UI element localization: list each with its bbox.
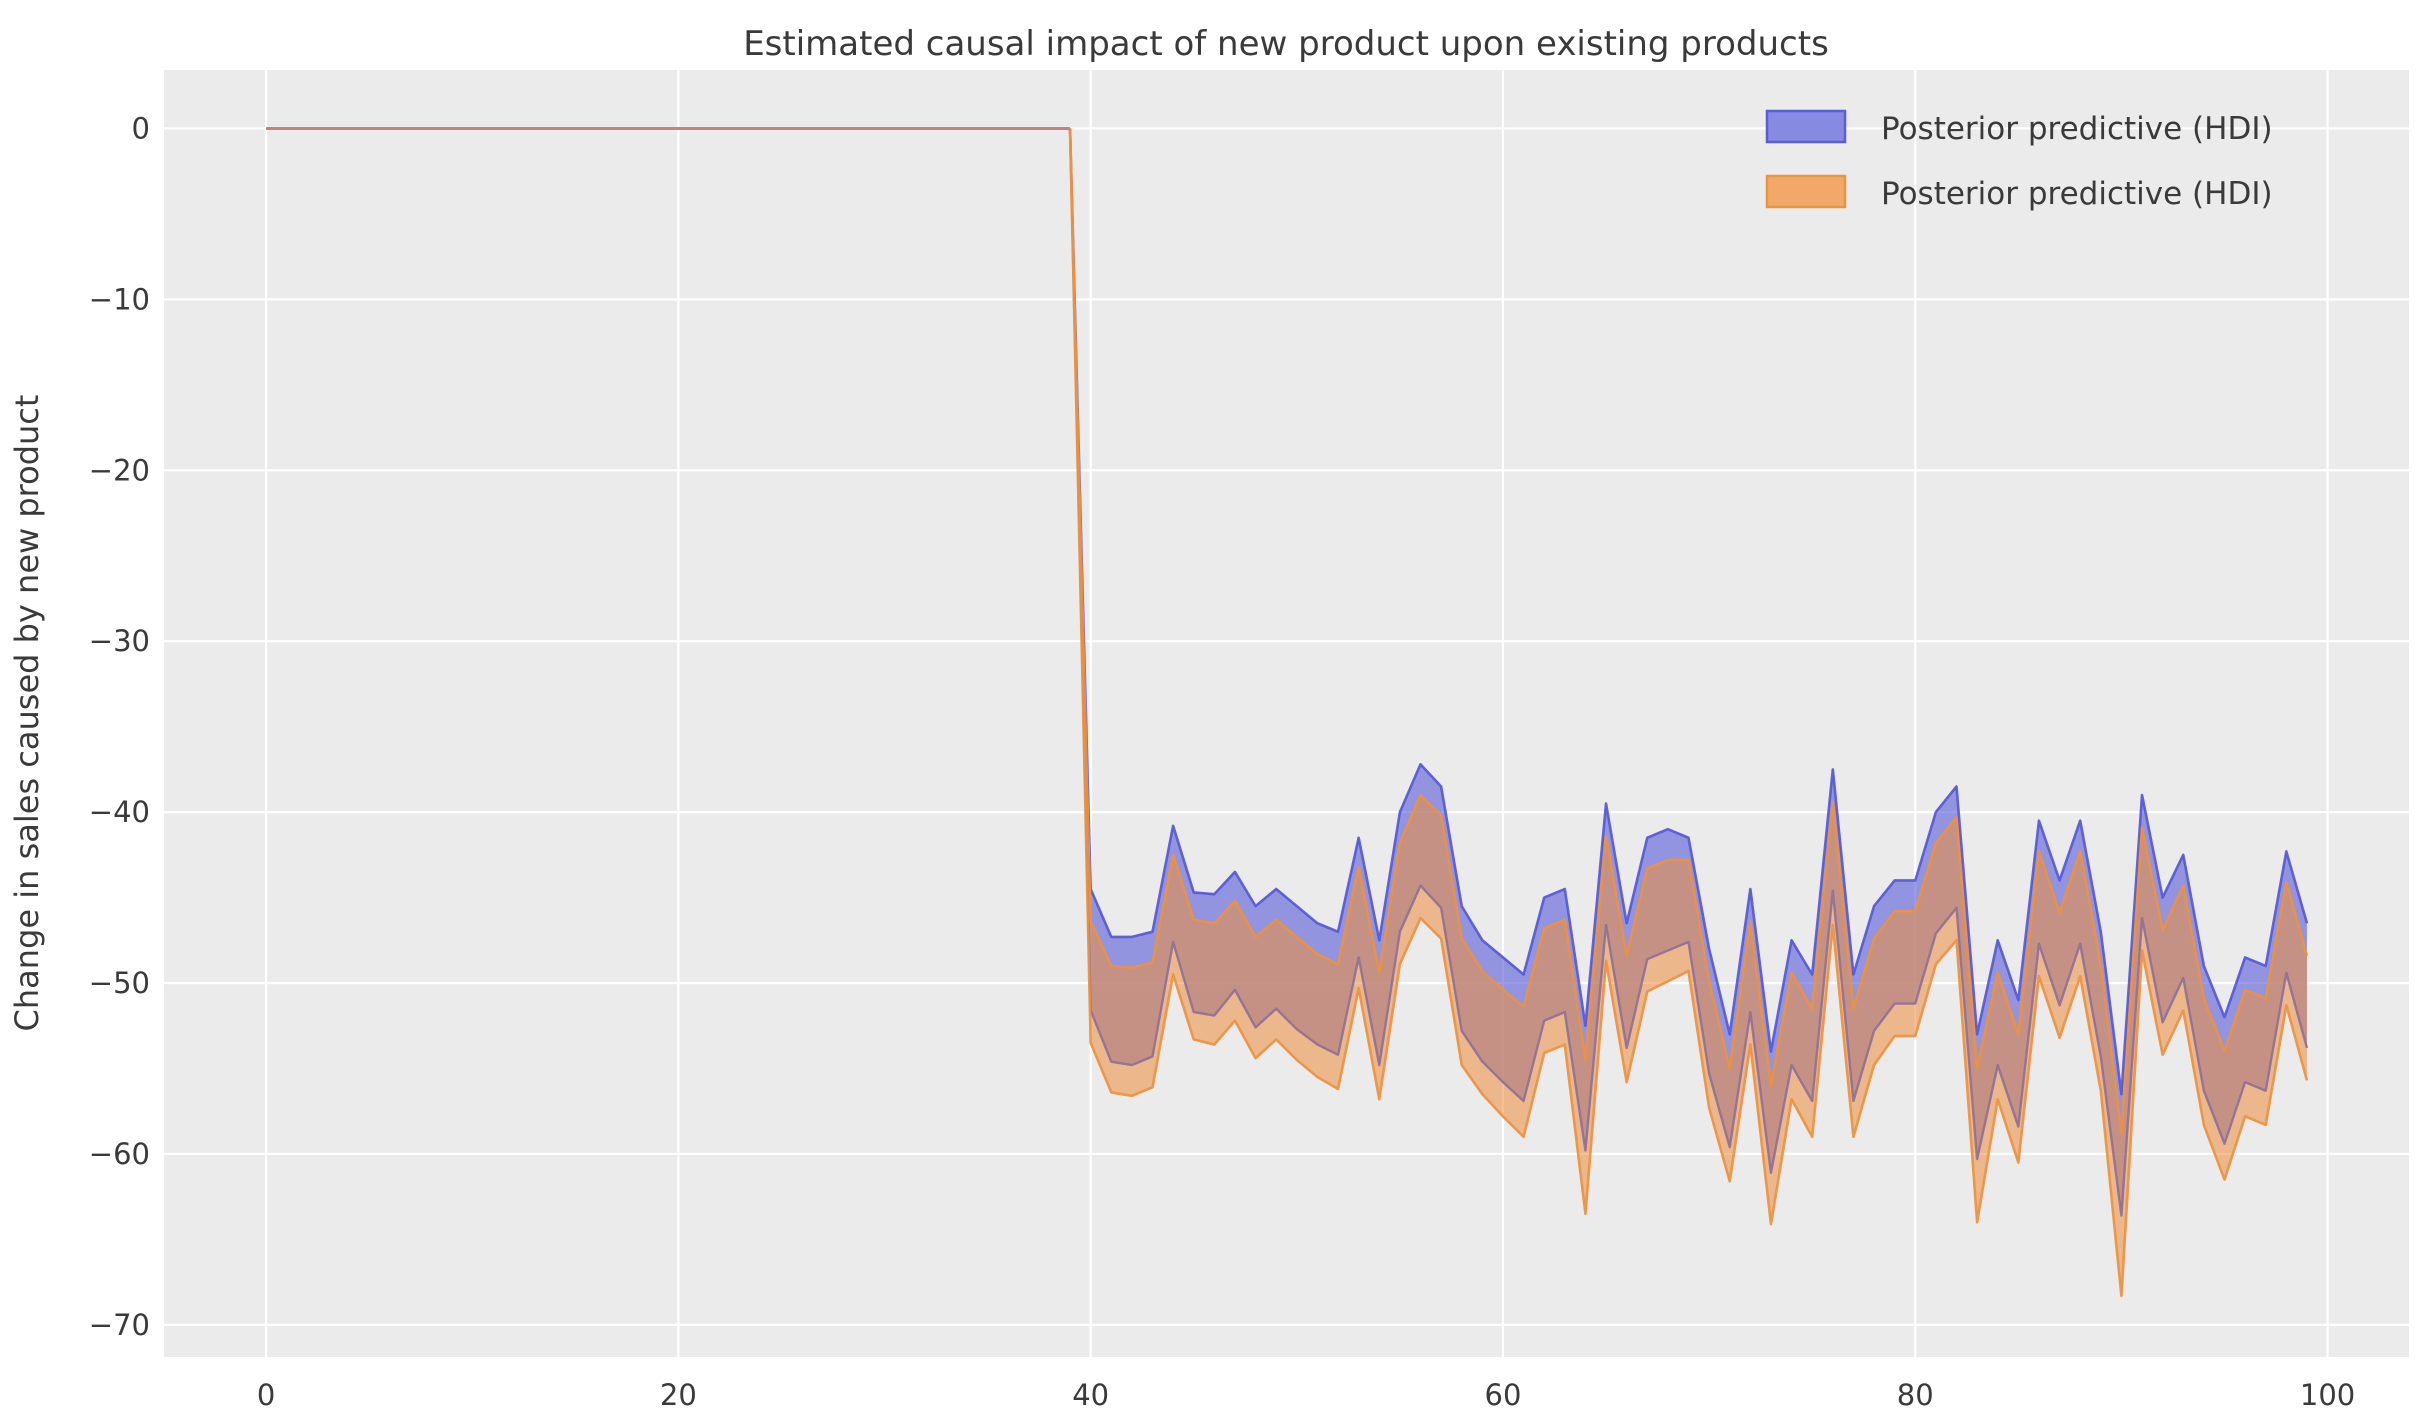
orange-band-lower-edge [1068, 128, 2309, 1298]
svg-text:−20: −20 [89, 453, 150, 487]
svg-text:−60: −60 [89, 1137, 150, 1171]
svg-text:40: 40 [1072, 1378, 1109, 1412]
chart-title: Estimated causal impact of new product u… [743, 24, 1829, 64]
svg-text:0: 0 [257, 1378, 275, 1412]
x-axis-tick-labels: 0 20 40 60 80 100 [257, 1378, 2355, 1412]
svg-text:−10: −10 [89, 282, 150, 316]
svg-text:80: 80 [1897, 1378, 1934, 1412]
y-axis-tick-labels: 0 −10 −20 −30 −40 −50 −60 −70 [89, 111, 150, 1341]
svg-text:−70: −70 [89, 1308, 150, 1342]
svg-text:20: 20 [660, 1378, 697, 1412]
legend-label-blue: Posterior predictive (HDI) [1881, 111, 2273, 147]
legend-label-orange: Posterior predictive (HDI) [1881, 176, 2273, 212]
orange-band-upper-edge [1068, 128, 2309, 1135]
svg-text:60: 60 [1485, 1378, 1522, 1412]
hdi-band-edges [1068, 128, 2309, 1298]
svg-text:0: 0 [132, 111, 150, 145]
svg-text:−40: −40 [89, 795, 150, 829]
svg-text:−30: −30 [89, 624, 150, 658]
plot-area [164, 70, 2409, 1357]
blue-band-lower-edge [1068, 128, 2309, 1217]
blue-band-upper-edge [1068, 128, 2309, 1096]
y-axis-label: Change in sales caused by new product [8, 395, 46, 1032]
orange-hdi-band [1070, 128, 2307, 1296]
legend-swatch-orange-icon [1765, 174, 1847, 209]
svg-text:−50: −50 [89, 966, 150, 1000]
svg-text:100: 100 [2300, 1378, 2355, 1412]
legend-swatch-blue-icon [1765, 109, 1847, 144]
legend: Posterior predictive (HDI) Posterior pre… [1765, 109, 2273, 212]
gridlines [164, 70, 2409, 1357]
